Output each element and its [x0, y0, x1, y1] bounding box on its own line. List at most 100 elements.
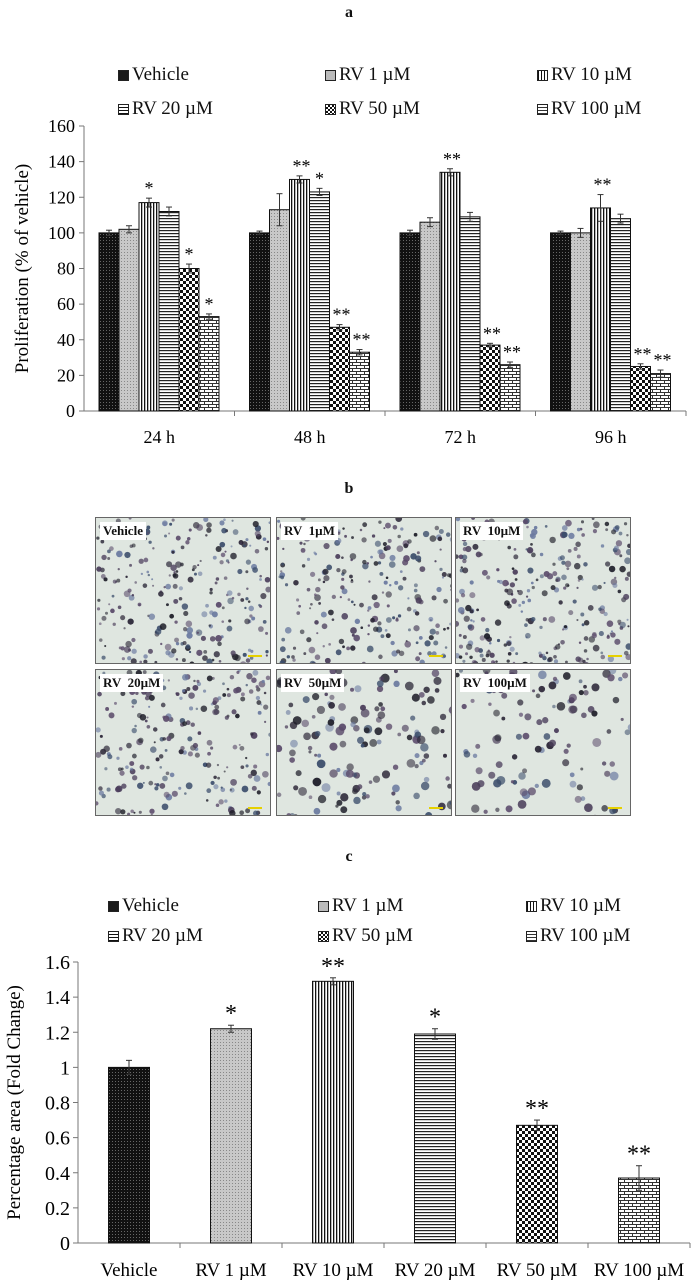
bar-group: **	[618, 1142, 660, 1244]
image-label: Vehicle	[100, 522, 146, 540]
y-tick-label: 160	[48, 116, 75, 136]
x-category-label: RV 10 µM	[293, 1260, 374, 1281]
legend-label: RV 1 µM	[332, 895, 404, 916]
legend-label: Vehicle	[122, 895, 179, 916]
bar	[312, 980, 354, 1244]
scale-bar	[608, 807, 622, 809]
y-tick-label: 20	[57, 365, 75, 385]
x-category-label: Vehicle	[101, 1260, 158, 1281]
image-label: RV 1µM	[281, 522, 338, 540]
x-category-label: 24 h	[144, 427, 176, 447]
legend-item-vehicle: Vehicle	[118, 64, 189, 86]
x-category-label: 72 h	[445, 427, 477, 447]
y-tick-label: 0.4	[45, 1163, 70, 1185]
bar	[590, 207, 611, 412]
y-tick-label: 0	[66, 401, 75, 421]
legend-item-rv20: RV 20 µM	[108, 925, 203, 947]
x-category-label: RV 1 µM	[195, 1260, 266, 1281]
pattern-swatch-icon	[118, 103, 129, 115]
pattern-swatch-icon	[526, 930, 537, 942]
significance-marker: **	[321, 954, 345, 980]
x-category-label: RV 100 µM	[594, 1260, 684, 1281]
bar-group: *	[414, 1005, 456, 1244]
legend-label: RV 100 µM	[551, 98, 642, 119]
significance-marker: **	[353, 330, 371, 350]
pattern-swatch-icon	[108, 900, 119, 912]
legend-item-rv10: RV 10 µM	[526, 895, 621, 917]
y-tick-label: 60	[57, 294, 75, 314]
significance-marker: **	[594, 175, 612, 195]
panel-c-label: c	[345, 848, 353, 865]
significance-marker: **	[654, 350, 672, 370]
legend-item-rv1: RV 1 µM	[325, 64, 410, 86]
y-tick-label: 120	[48, 187, 75, 207]
image-label: RV 50µM	[281, 674, 345, 692]
legend-label: RV 20 µM	[122, 925, 203, 946]
legend-item-rv100: RV 100 µM	[537, 98, 641, 120]
bar	[499, 364, 521, 412]
bar	[289, 178, 310, 412]
significance-marker: **	[525, 1096, 549, 1122]
panel-a-label: a	[345, 4, 353, 21]
bar	[650, 373, 671, 412]
cell-texture	[277, 670, 451, 815]
significance-marker: *	[185, 244, 194, 264]
y-tick-label: 0.8	[45, 1093, 70, 1115]
bar	[158, 211, 180, 412]
legend-item-rv100: RV 100 µM	[526, 925, 630, 947]
bar	[570, 232, 591, 412]
x-category-label: 48 h	[294, 427, 326, 447]
microscopy-image: Vehicle	[95, 517, 271, 664]
y-tick-label: 80	[57, 259, 75, 279]
y-tick-label: 1.6	[45, 952, 70, 974]
legend-label: RV 10 µM	[551, 64, 632, 85]
y-tick-label: 140	[48, 152, 75, 172]
bar	[459, 216, 481, 412]
bar	[309, 191, 330, 412]
x-category-label: RV 20 µM	[395, 1260, 476, 1281]
y-axis-label: Proliferation (% of vehicle)	[12, 164, 33, 373]
bar	[479, 344, 501, 412]
pattern-swatch-icon	[537, 103, 548, 115]
bar	[118, 228, 140, 412]
panel-b-label: b	[344, 480, 354, 497]
pattern-swatch-icon	[108, 930, 119, 942]
significance-marker: **	[634, 344, 652, 364]
legend-label: Vehicle	[132, 64, 189, 85]
y-tick-label: 0.6	[45, 1128, 70, 1150]
significance-marker: *	[205, 294, 214, 314]
legend-label: RV 50 µM	[339, 98, 420, 119]
y-tick-label: 0.2	[45, 1198, 70, 1220]
bar	[610, 218, 631, 412]
microscopy-image: RV 20µM	[95, 669, 271, 816]
legend-item-rv10: RV 10 µM	[537, 64, 632, 86]
cell-texture	[277, 518, 451, 663]
significance-marker: **	[627, 1142, 651, 1168]
bar	[516, 1124, 558, 1244]
y-tick-label: 0	[60, 1233, 70, 1255]
legend-item-rv1: RV 1 µM	[318, 895, 403, 917]
cell-texture	[96, 670, 270, 815]
legend-item-rv50: RV 50 µM	[325, 98, 420, 120]
pattern-swatch-icon	[537, 69, 548, 81]
significance-marker: *	[429, 1005, 441, 1031]
significance-marker: **	[293, 156, 311, 176]
pattern-swatch-icon	[325, 103, 336, 115]
y-tick-label: 1.2	[45, 1022, 70, 1044]
y-tick-label: 100	[48, 223, 75, 243]
bar	[419, 221, 441, 412]
bar	[108, 1066, 150, 1244]
bar	[210, 1028, 252, 1244]
y-axis-label: Percentage area (Fold Change)	[4, 985, 25, 1220]
y-tick-label: 1.4	[45, 987, 70, 1009]
scale-bar	[608, 655, 622, 657]
pattern-swatch-icon	[318, 900, 329, 912]
bar-group: ******	[399, 149, 521, 412]
bar	[138, 202, 160, 412]
legend-label: RV 100 µM	[540, 925, 631, 946]
pattern-swatch-icon	[318, 930, 329, 942]
bar	[550, 232, 571, 412]
bar	[349, 351, 370, 412]
pattern-swatch-icon	[118, 69, 129, 81]
bar-group	[108, 1059, 150, 1244]
